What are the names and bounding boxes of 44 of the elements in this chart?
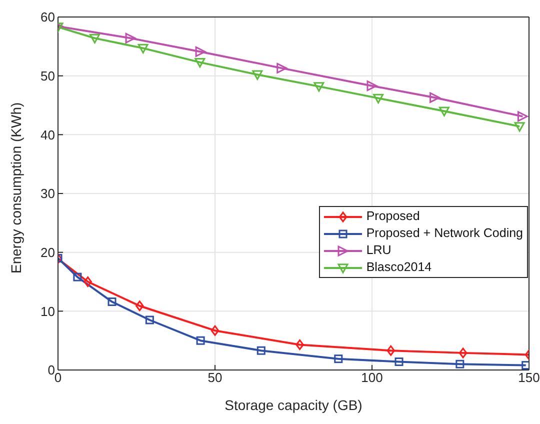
point xyxy=(145,316,154,324)
x-tick-label: 100 xyxy=(361,370,383,386)
point xyxy=(73,272,82,282)
point xyxy=(196,336,205,345)
point xyxy=(138,44,148,54)
point xyxy=(252,70,263,80)
point xyxy=(514,122,525,132)
point xyxy=(276,62,288,74)
point xyxy=(296,339,304,350)
point xyxy=(314,82,324,92)
point xyxy=(386,345,395,356)
legend-label: Blasco2014 xyxy=(366,259,432,276)
point xyxy=(194,58,206,68)
point xyxy=(458,348,468,358)
point xyxy=(195,46,206,57)
y-tick-label: 60 xyxy=(40,10,55,25)
point xyxy=(256,346,266,355)
y-tick-label: 50 xyxy=(40,68,55,84)
point xyxy=(108,298,116,306)
point xyxy=(517,111,528,122)
point xyxy=(366,80,378,92)
y-tick-label: 40 xyxy=(40,127,55,142)
point xyxy=(456,360,464,368)
y-tick-label: 30 xyxy=(40,186,55,202)
point xyxy=(373,94,384,104)
point xyxy=(136,300,144,312)
legend-label: LRU xyxy=(366,242,392,259)
legend-label: Proposed xyxy=(366,208,420,225)
legend-label: Proposed + Network Coding xyxy=(366,225,523,242)
y-tick-label: 10 xyxy=(40,304,55,319)
point xyxy=(210,325,220,336)
x-tick-label: 150 xyxy=(518,370,540,386)
x-axis-title: Storage capacity (GB) xyxy=(224,397,362,413)
point xyxy=(438,106,450,116)
point xyxy=(394,358,404,366)
point xyxy=(89,34,100,44)
point xyxy=(334,354,343,364)
point xyxy=(84,276,92,287)
x-tick-label: 50 xyxy=(208,370,222,386)
point xyxy=(522,361,529,370)
point xyxy=(125,32,136,44)
point xyxy=(430,92,440,103)
y-axis-title: Energy consumption (KWh) xyxy=(8,102,24,274)
y-tick-label: 20 xyxy=(40,244,55,260)
